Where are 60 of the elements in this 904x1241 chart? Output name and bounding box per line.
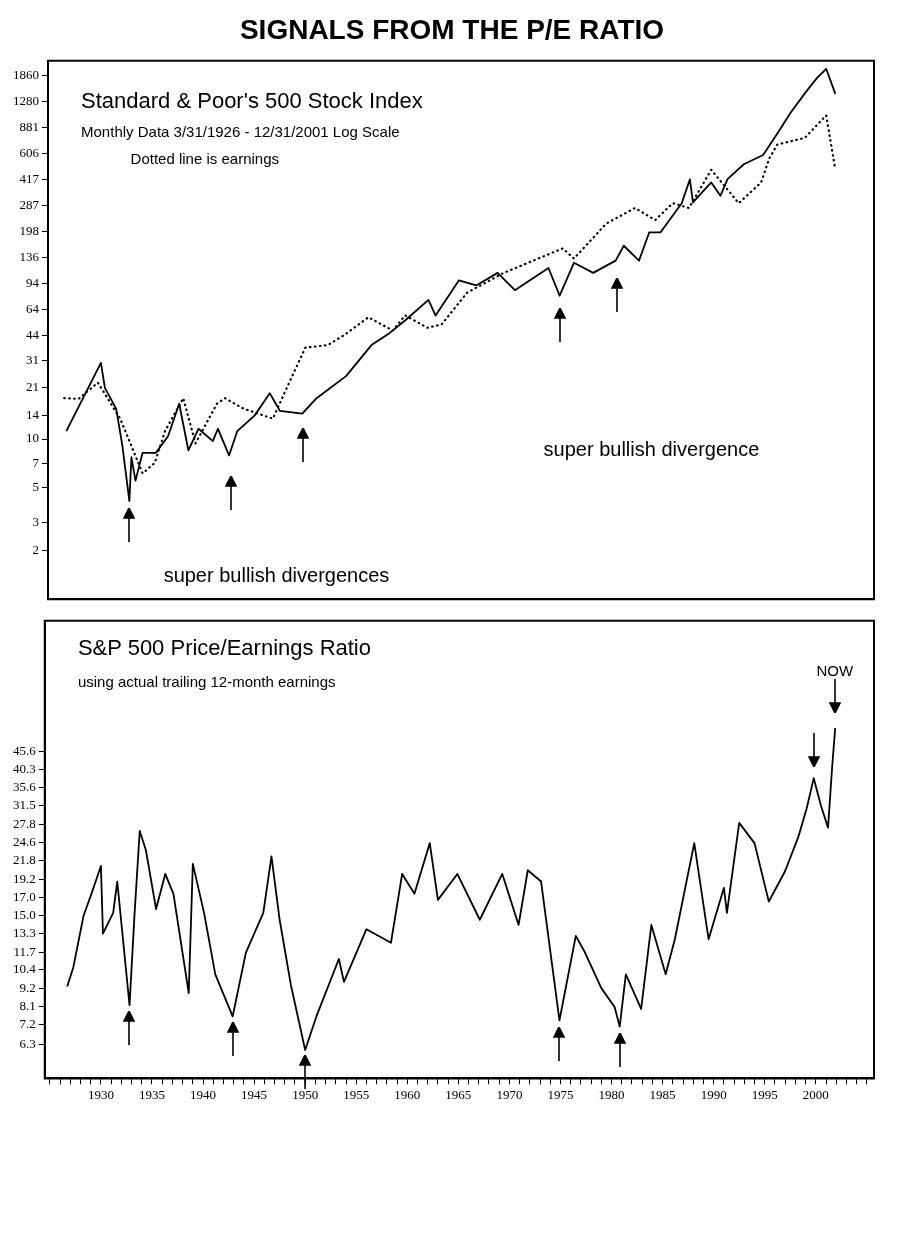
x-tick-label: 1985 bbox=[649, 1086, 676, 1102]
y-tick-label: 2 bbox=[32, 542, 39, 558]
y-tick-label: 5 bbox=[32, 478, 39, 494]
annotation: using actual trailing 12-month earnings bbox=[77, 673, 336, 691]
annotation: Monthly Data 3/31/1926 - 12/31/2001 Log Scale bbox=[81, 122, 400, 140]
annotation: Dotted line is earnings bbox=[130, 149, 280, 167]
y-tick-label: 198 bbox=[19, 222, 39, 238]
x-tick-label: 1945 bbox=[241, 1086, 268, 1102]
y-tick-label: 9.2 bbox=[19, 979, 36, 995]
y-tick-label: 6.3 bbox=[19, 1035, 36, 1051]
y-tick-label: 10.4 bbox=[13, 961, 37, 977]
y-tick-label: 881 bbox=[19, 118, 39, 134]
x-tick-label: 1980 bbox=[598, 1086, 625, 1102]
y-tick-label: 40.3 bbox=[13, 760, 36, 776]
chart-title: SIGNALS FROM THE P/E RATIO bbox=[238, 14, 666, 46]
y-tick-label: 3 bbox=[32, 514, 39, 530]
x-tick-label: 1995 bbox=[751, 1086, 778, 1102]
x-tick-label: 1975 bbox=[547, 1086, 574, 1102]
x-tick-label: 1965 bbox=[445, 1086, 472, 1102]
y-tick-label: 10 bbox=[26, 430, 39, 446]
y-tick-label: 35.6 bbox=[13, 779, 37, 795]
annotation: super bullish divergence bbox=[543, 437, 760, 461]
y-tick-label: 17.0 bbox=[13, 888, 36, 904]
y-tick-label: 31.5 bbox=[13, 797, 36, 813]
y-tick-label: 11.7 bbox=[13, 943, 37, 959]
y-tick-label: 15.0 bbox=[13, 907, 36, 923]
x-tick-label: 1935 bbox=[138, 1086, 165, 1102]
y-tick-label: 21 bbox=[26, 378, 39, 394]
annotation: Standard & Poor's 500 Stock Index bbox=[81, 87, 423, 114]
y-tick-label: 21.8 bbox=[13, 851, 36, 867]
y-tick-label: 31 bbox=[26, 351, 39, 367]
y-tick-label: 8.1 bbox=[19, 998, 36, 1014]
y-tick-label: 19.2 bbox=[13, 870, 36, 886]
x-tick-label: 1930 bbox=[87, 1086, 114, 1102]
x-tick-label: 2000 bbox=[802, 1086, 829, 1102]
y-tick-label: 14 bbox=[26, 407, 40, 423]
annotation: NOW bbox=[816, 661, 854, 680]
y-tick-label: 64 bbox=[26, 301, 40, 317]
y-tick-label: 1280 bbox=[13, 92, 39, 108]
y-tick-label: 44 bbox=[26, 327, 40, 343]
x-tick-label: 1955 bbox=[343, 1086, 370, 1102]
x-tick-label: 1970 bbox=[496, 1086, 523, 1102]
y-tick-label: 136 bbox=[19, 248, 40, 264]
annotation: S&P 500 Price/Earnings Ratio bbox=[77, 634, 371, 660]
y-tick-label: 1860 bbox=[13, 66, 39, 82]
x-tick-label: 1990 bbox=[700, 1086, 727, 1102]
y-tick-label: 7 bbox=[32, 455, 40, 471]
y-tick-label: 24.6 bbox=[13, 833, 37, 849]
y-tick-label: 13.3 bbox=[13, 924, 36, 940]
annotation: super bullish divergences bbox=[163, 564, 390, 588]
y-tick-label: 94 bbox=[26, 274, 40, 290]
y-tick-label: 45.6 bbox=[13, 742, 37, 758]
x-tick-label: 1950 bbox=[292, 1086, 319, 1102]
y-tick-label: 417 bbox=[19, 170, 40, 186]
y-tick-label: 27.8 bbox=[13, 815, 36, 831]
x-tick-label: 1940 bbox=[190, 1086, 217, 1102]
y-tick-label: 606 bbox=[19, 144, 40, 160]
y-tick-label: 7.2 bbox=[19, 1015, 36, 1031]
y-tick-label: 287 bbox=[19, 196, 40, 212]
x-tick-label: 1960 bbox=[394, 1086, 421, 1102]
